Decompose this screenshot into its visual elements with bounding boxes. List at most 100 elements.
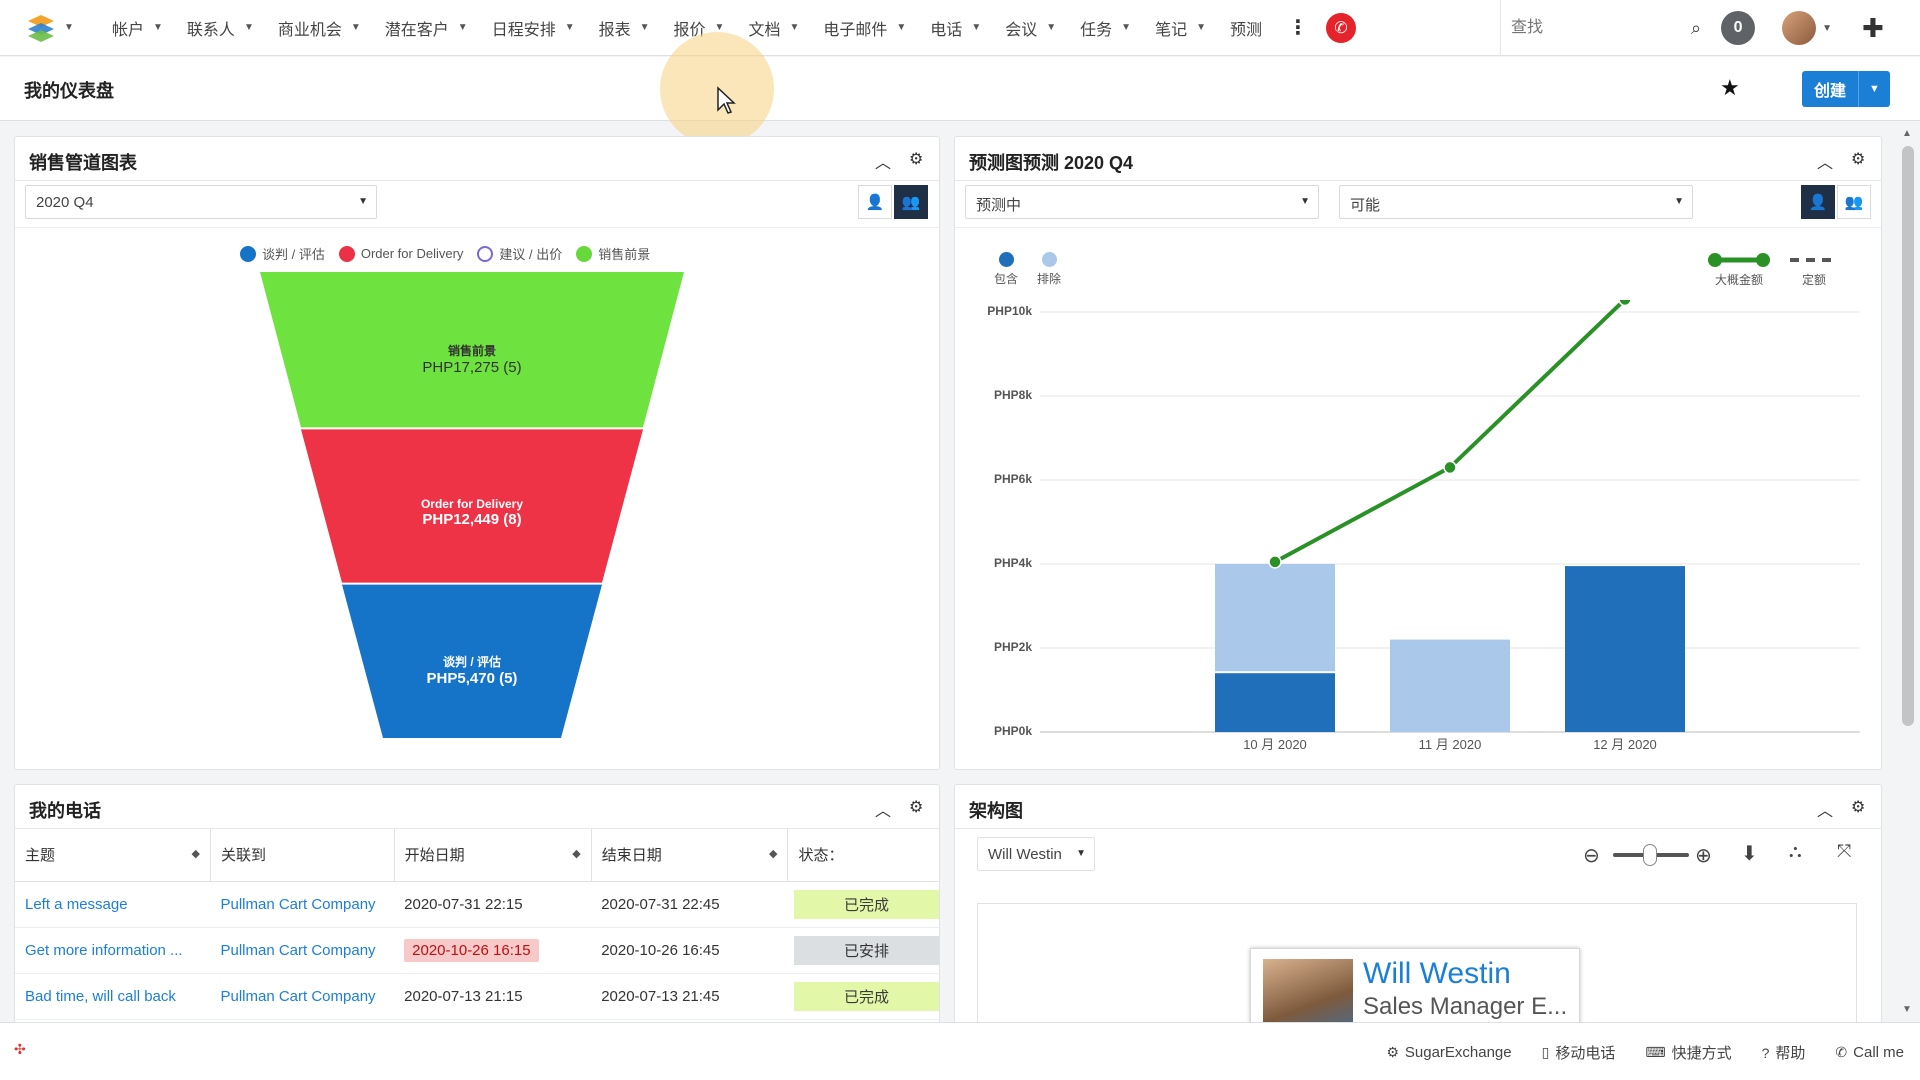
- chevron-down-icon[interactable]: ▼: [457, 22, 468, 33]
- call-status-badge[interactable]: 已完成: [793, 981, 939, 1011]
- nav-menu-item[interactable]: 电子邮件 ▼: [811, 0, 918, 56]
- settings-gear-icon[interactable]: ⚙: [1851, 799, 1866, 816]
- period-select[interactable]: 2020 Q4 ▼: [25, 185, 377, 219]
- forecast-amount-select[interactable]: 可能 ▼: [1339, 185, 1693, 219]
- sort-icon[interactable]: ◆: [572, 848, 581, 860]
- call-status-badge[interactable]: 已安排: [793, 935, 939, 965]
- download-arrow-icon[interactable]: ⬇: [1741, 843, 1758, 865]
- likely-point[interactable]: [1268, 555, 1282, 569]
- zoom-slider[interactable]: [1613, 844, 1689, 866]
- call-related-link[interactable]: Pullman Cart Company: [220, 895, 376, 913]
- nav-menu-item[interactable]: 日程安排 ▼: [480, 0, 587, 56]
- column-header[interactable]: 主题 ◆: [15, 829, 211, 882]
- call-subject-link[interactable]: Bad time, will call back: [25, 987, 176, 1005]
- legend-item[interactable]: 销售前景: [576, 244, 650, 263]
- sort-icon[interactable]: ◆: [768, 848, 778, 860]
- org-user-select[interactable]: Will Westin ▼: [977, 837, 1095, 871]
- legend-item[interactable]: Order for Delivery: [338, 245, 463, 262]
- bar-include[interactable]: [1215, 673, 1335, 732]
- zoom-out-icon[interactable]: ⊖: [1583, 845, 1600, 867]
- nav-menu-item[interactable]: 任务 ▼: [1068, 0, 1143, 56]
- funnel-segment[interactable]: [342, 584, 602, 738]
- more-modules-icon[interactable]: ⋮: [1288, 17, 1308, 39]
- column-header[interactable]: 开始日期 ◆: [394, 829, 592, 882]
- fullscreen-icon[interactable]: ⤧: [1837, 841, 1852, 861]
- footer-link[interactable]: ⌨ 快捷方式: [1645, 1042, 1731, 1063]
- nav-menu-item[interactable]: 笔记 ▼: [1143, 0, 1218, 56]
- notifications-badge[interactable]: 0: [1721, 11, 1756, 45]
- footer-link[interactable]: ? 帮助: [1762, 1042, 1806, 1063]
- create-dropdown-caret-icon[interactable]: ▼: [1858, 71, 1890, 107]
- collapse-chevron-icon[interactable]: ︿: [875, 155, 892, 172]
- quick-create-plus-icon[interactable]: ✚: [1862, 12, 1884, 43]
- collapse-chevron-icon[interactable]: ︿: [1817, 803, 1834, 820]
- chevron-down-icon[interactable]: ▼: [1046, 22, 1057, 33]
- call-related-link[interactable]: Pullman Cart Company: [220, 941, 376, 959]
- chevron-down-icon[interactable]: ▼: [639, 22, 650, 33]
- funnel-segment[interactable]: [301, 429, 643, 583]
- user-avatar[interactable]: [1782, 11, 1817, 45]
- create-button[interactable]: 创建: [1813, 83, 1846, 100]
- my-items-toggle[interactable]: 👤: [858, 185, 892, 219]
- collapse-chevron-icon[interactable]: ︿: [875, 803, 892, 820]
- legend-quota[interactable]: 定额: [1786, 252, 1842, 288]
- my-forecast-toggle[interactable]: 👤: [1801, 185, 1835, 219]
- zoom-slider-handle[interactable]: [1643, 844, 1657, 866]
- phone-call-icon[interactable]: ✆: [1326, 12, 1356, 43]
- column-header[interactable]: 结束日期 ◆: [591, 829, 789, 882]
- page-scrollbar[interactable]: ▲ ▼: [1896, 124, 1920, 1020]
- bar-exclude[interactable]: [1215, 564, 1335, 672]
- nav-menu-item[interactable]: 文档 ▼: [736, 0, 811, 56]
- call-subject-link[interactable]: Get more information ...: [25, 941, 183, 959]
- nav-menu-item[interactable]: 潜在客户 ▼: [373, 0, 480, 56]
- scroll-down-arrow-icon[interactable]: ▼: [1902, 1004, 1912, 1015]
- bar-exclude[interactable]: [1390, 639, 1510, 732]
- global-search-input[interactable]: [1501, 13, 1671, 43]
- nav-menu-item[interactable]: 预测: [1218, 0, 1274, 56]
- sort-icon[interactable]: ◆: [191, 848, 200, 860]
- chevron-down-icon[interactable]: ▼: [1121, 22, 1132, 33]
- app-logo-menu[interactable]: ▼: [0, 13, 100, 43]
- hierarchy-icon[interactable]: ⛬: [1789, 841, 1802, 861]
- call-status-badge[interactable]: 已完成: [793, 889, 939, 919]
- nav-menu-item[interactable]: 电话 ▼: [918, 0, 993, 56]
- chevron-down-icon[interactable]: ▼: [714, 22, 725, 33]
- chevron-down-icon[interactable]: ▼: [153, 22, 163, 33]
- legend-exclude[interactable]: 排除: [1033, 252, 1065, 287]
- column-header[interactable]: 状态：: [787, 829, 939, 882]
- column-header[interactable]: 关联到: [210, 829, 395, 882]
- legend-likely[interactable]: 大概金额: [1704, 252, 1774, 288]
- nav-menu-item[interactable]: 帐户 ▼: [100, 0, 175, 56]
- chevron-down-icon[interactable]: ▼: [896, 22, 907, 33]
- search-icon[interactable]: ⌕: [1691, 17, 1702, 38]
- settings-gear-icon[interactable]: ⚙: [1851, 151, 1866, 168]
- team-forecast-toggle[interactable]: 👥: [1837, 185, 1871, 219]
- bar-include[interactable]: [1565, 566, 1685, 732]
- footer-link[interactable]: ⚙ SugarExchange: [1386, 1042, 1511, 1063]
- favorite-star-icon[interactable]: ★: [1720, 75, 1740, 100]
- scroll-thumb[interactable]: [1902, 146, 1914, 726]
- chevron-down-icon[interactable]: ▼: [243, 22, 254, 33]
- legend-include[interactable]: 包含: [990, 252, 1022, 287]
- likely-point[interactable]: [1618, 300, 1632, 307]
- call-related-link[interactable]: Pullman Cart Company: [220, 987, 376, 1005]
- nav-menu-item[interactable]: 报表 ▼: [587, 0, 662, 56]
- scroll-up-arrow-icon[interactable]: ▲: [1902, 128, 1912, 139]
- nav-menu-item[interactable]: 商业机会 ▼: [266, 0, 373, 56]
- call-subject-link[interactable]: Left a message: [25, 895, 128, 913]
- chevron-down-icon[interactable]: ▼: [1196, 22, 1206, 33]
- settings-gear-icon[interactable]: ⚙: [909, 151, 924, 168]
- forecast-type-select[interactable]: 预测中 ▼: [965, 185, 1319, 219]
- chevron-down-icon[interactable]: ▼: [971, 22, 982, 33]
- org-node-card[interactable]: Will Westin Sales Manager E...: [1250, 948, 1580, 1023]
- legend-item[interactable]: 谈判 / 评估: [240, 244, 325, 263]
- chevron-down-icon[interactable]: ▼: [789, 22, 800, 33]
- nav-menu-item[interactable]: 联系人 ▼: [175, 0, 266, 56]
- org-node-name[interactable]: Will Westin: [1363, 957, 1511, 990]
- chevron-down-icon[interactable]: ▼: [564, 22, 575, 33]
- likely-point[interactable]: [1443, 460, 1457, 475]
- footer-link[interactable]: ✆ Call me: [1835, 1042, 1904, 1063]
- funnel-segment[interactable]: [260, 272, 684, 428]
- chevron-down-icon[interactable]: ▼: [350, 22, 361, 33]
- collapse-chevron-icon[interactable]: ︿: [1817, 155, 1834, 172]
